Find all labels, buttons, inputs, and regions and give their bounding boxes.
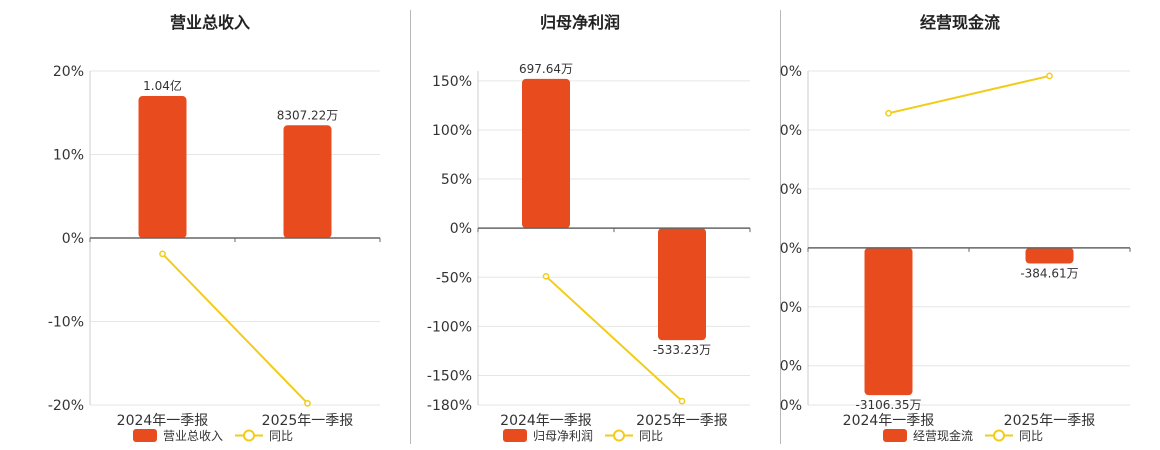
chart-title: 经营现金流 [920,13,1000,32]
y-tick-label: 0% [450,221,472,237]
legend-bar-label: 营业总收入 [163,429,223,443]
yoy-point [304,399,311,407]
legend-line-marker [993,429,1005,442]
y-tick-label: -20% [48,398,84,414]
y-tick-label: 20% [53,64,84,80]
y-tick-label: -50% [436,270,472,286]
panel-divider [410,10,411,444]
legend-bar-label: 经营现金流 [913,428,973,443]
yoy-point [1046,72,1053,80]
y-tick-label: 60% [780,123,802,139]
bar [138,96,187,238]
chart-title: 归母净利润 [540,13,620,32]
x-category-label: 2024年一季报 [500,413,592,429]
y-tick-label: -180% [427,398,472,414]
bar-data-label: -384.61万 [1020,267,1078,281]
y-tick-label: 30% [780,182,802,198]
legend-bar-label: 归母净利润 [533,429,593,443]
y-tick-label: -80% [780,398,802,414]
y-tick-label: -10% [48,315,84,331]
y-tick-label: 0% [780,241,802,257]
bar [658,228,706,341]
chart-title: 营业总收入 [170,13,250,32]
yoy-point [542,272,550,280]
y-tick-label: 50% [441,172,472,188]
y-tick-label: 0% [62,231,84,247]
x-category-label: 2025年一季报 [636,413,728,429]
bar [1025,247,1074,264]
bar-data-label: -3106.35万 [856,398,922,412]
legend-line-label: 同比 [269,429,293,443]
x-category-label: 2025年一季报 [1004,413,1096,429]
y-tick-label: 150% [432,74,472,90]
y-tick-label: 90% [780,64,802,80]
y-tick-label: -100% [427,319,472,335]
legend-bar-swatch [503,429,527,442]
net-profit-chart: 归母净利润 150% 100% 50% 0% -50% -100% -150% -180% 697… [427,13,751,443]
legend-bar-swatch [133,429,157,442]
x-category-label: 2024年一季报 [843,413,935,429]
yoy-point [678,397,686,405]
x-category-label: 2025年一季报 [262,413,354,429]
y-tick-label: -60% [780,359,802,375]
legend-line-label: 同比 [1019,429,1043,443]
cash-flow-chart: 经营现金流 90% 60% 30% 0% -30% -60% -80% -3106.35万 -38… [780,13,1131,443]
panel-divider [780,10,781,444]
y-tick-label: -150% [427,369,472,385]
bar-data-label: 8307.22万 [277,108,339,122]
bar-data-label: -533.23万 [653,343,711,357]
yoy-line [161,253,309,405]
legend-line-label: 同比 [639,429,663,443]
yoy-line [888,74,1050,115]
y-tick-label: -30% [780,300,802,316]
yoy-point [159,250,166,258]
bar [283,125,332,238]
bar-data-label: 697.64万 [519,62,573,76]
bar [522,78,570,229]
x-category-label: 2024年一季报 [117,413,209,429]
revenue-chart: 营业总收入 20% 10% 0% -10% -20% 1.04亿 8307.22万 2024年一… [48,13,381,443]
bar-data-label: 1.04亿 [143,78,182,93]
legend-line-marker [613,429,625,442]
legend-bar-swatch [883,429,907,442]
legend-line-marker [243,429,255,442]
y-tick-label: 10% [53,148,84,164]
y-tick-label: 100% [432,123,472,139]
yoy-line [545,275,683,402]
bar [864,247,913,396]
yoy-point [885,109,892,117]
